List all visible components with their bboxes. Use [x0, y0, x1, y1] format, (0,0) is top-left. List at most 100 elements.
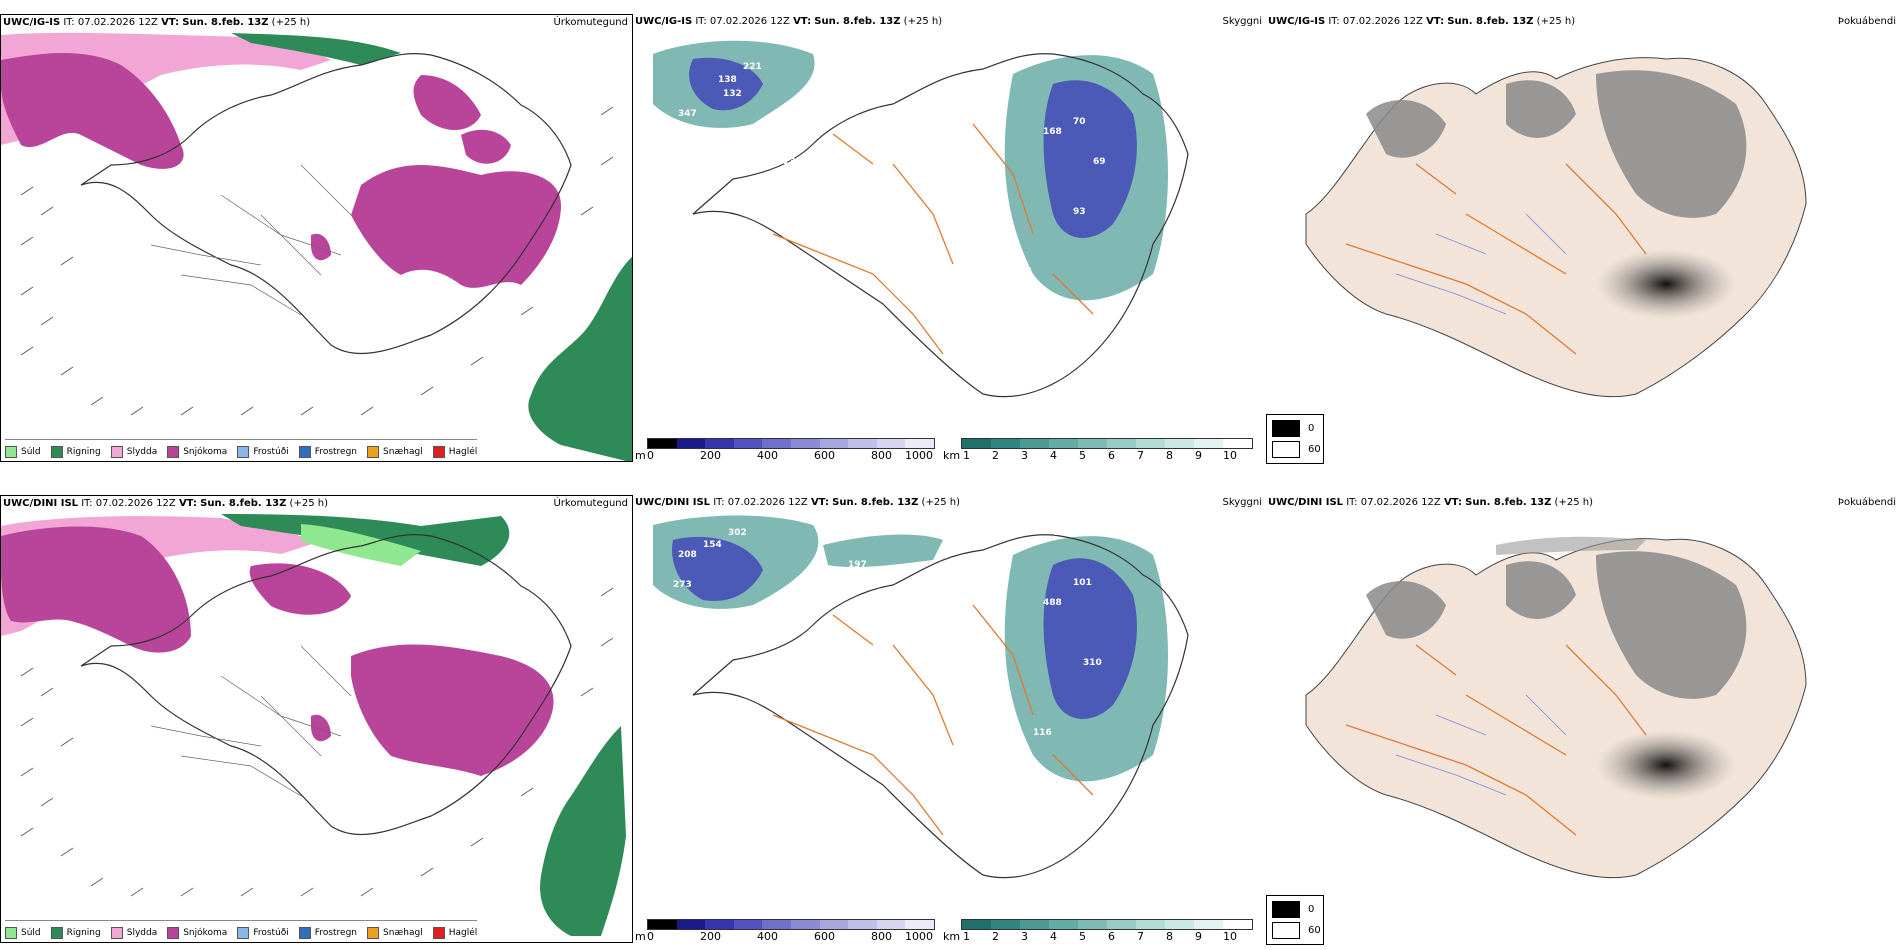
snow-depth-label: 890: [673, 125, 692, 135]
precip-type-panel-top: UWC/IG-IS IT: 07.02.2026 12Z VT: Sun. 8.…: [0, 14, 633, 462]
km-colorbar: km 1 2 3 4 5 6 7 8 9 10: [943, 438, 1253, 462]
fog-key-bottom: 0 60: [1266, 895, 1324, 945]
panel-title: UWC/DINI ISL IT: 07.02.2026 12Z VT: Sun.…: [1268, 497, 1593, 508]
snow-depth-label: 69: [1093, 157, 1106, 167]
legend-item: Slydda: [110, 927, 157, 939]
legend-item: Frostúði: [237, 446, 289, 458]
snow-depth-label: 132: [783, 157, 802, 167]
height-colorbar: m 0 200 400 600 800 1000: [635, 919, 935, 943]
snow-depth-label: 273: [673, 580, 692, 590]
cloud-base-panel-bottom: 302 154 208 273 989 197 70 88 101 488 31…: [633, 495, 1266, 943]
snow-depth-label: 116: [1033, 728, 1052, 738]
blue-area-east: [1043, 558, 1137, 719]
height-colorbar: m 0 200 400 600 800 1000: [635, 438, 935, 462]
legend-item: Súld: [5, 446, 41, 458]
legend-item: Snæhagl: [367, 446, 423, 458]
coastline: [80, 53, 572, 355]
rivers: [150, 645, 352, 797]
legend-item: Haglél: [432, 446, 477, 458]
snow-depth-label: 208: [678, 550, 697, 560]
legend-item: Slydda: [110, 446, 157, 458]
snow-depth-label: 88: [1053, 528, 1066, 538]
snow-depth-label: 138: [718, 75, 737, 85]
snow-depth-label: 488: [1043, 598, 1062, 608]
cloud-base-label: Skyggni: [1222, 16, 1262, 27]
legend-item: Rigning: [50, 446, 101, 458]
snow-depth-label: 168: [1043, 127, 1062, 137]
dense-fog-area: [1596, 730, 1736, 800]
rain-area-north: [231, 33, 401, 65]
snow-depth-label: 221: [743, 62, 762, 72]
legend-item: Snjókoma: [167, 446, 227, 458]
precip-type-label: Úrkomutegund: [553, 498, 628, 509]
rivers: [150, 164, 352, 316]
coastline: [692, 534, 1189, 879]
rain-area-southeast: [540, 726, 626, 936]
panel-title: UWC/IG-IS IT: 07.02.2026 12Z VT: Sun. 8.…: [635, 16, 943, 27]
panel-title: UWC/IG-IS IT: 07.02.2026 12Z VT: Sun. 8.…: [1268, 16, 1576, 27]
snow-depth-label: 310: [1083, 658, 1102, 668]
fog-key-top: 0 60: [1266, 414, 1324, 464]
legend-item: Rigning: [50, 927, 101, 939]
legend-item: Snæhagl: [367, 927, 423, 939]
fog-index-map: [1305, 57, 1807, 398]
km-colorbar: km 1 2 3 4 5 6 7 8 9 10: [943, 919, 1253, 943]
precip-type-label: Úrkomutegund: [553, 17, 628, 28]
legend-item: Súld: [5, 927, 41, 939]
snow-depth-label: 70: [1073, 117, 1086, 127]
grey-cloud-areas: [1366, 551, 1747, 699]
coastline: [80, 534, 572, 836]
snow-depth-label: 132: [723, 89, 742, 99]
blue-area-west: [689, 57, 763, 111]
snow-area-north: [413, 75, 481, 130]
roads: [772, 604, 1094, 836]
roads: [1345, 163, 1647, 355]
panel-title: UWC/DINI ISL IT: 07.02.2026 12Z VT: Sun.…: [3, 498, 328, 509]
snow-depth-label: 989: [668, 606, 687, 616]
rivers: [1395, 694, 1567, 796]
snow-depth-labels: 610 221 138 132 347 890 132 49 168 70 69…: [673, 29, 1106, 277]
snow-area-small: [311, 233, 331, 261]
roads: [1345, 644, 1647, 836]
snow-area-westfjords: [1, 53, 184, 169]
snow-depth-label: 128: [1013, 267, 1032, 277]
legend-item: Haglél: [432, 927, 477, 939]
wind-barbs: [20, 106, 614, 416]
panel-title: UWC/IG-IS IT: 07.02.2026 12Z VT: Sun. 8.…: [3, 17, 311, 28]
snow-depth-label: 93: [1073, 207, 1086, 217]
fog-index-map: [1305, 536, 1807, 879]
blue-area-west: [672, 536, 763, 601]
cloud-base-label: Skyggni: [1222, 497, 1262, 508]
snow-depth-label: 101: [1073, 578, 1092, 588]
fog-index-label: Þokuábendi: [1837, 16, 1896, 27]
precip-legend: Súld Rigning Slydda Snjókoma Frostúði Fr…: [5, 920, 478, 942]
wind-barbs: [20, 587, 614, 897]
roads: [772, 123, 1094, 355]
fog-index-panel-top: UWC/IG-IS IT: 07.02.2026 12Z VT: Sun. 8.…: [1266, 14, 1900, 462]
precip-type-map: [1, 514, 626, 936]
drizzle-area-north: [301, 524, 421, 566]
fog-index-panel-bottom: UWC/DINI ISL IT: 07.02.2026 12Z VT: Sun.…: [1266, 495, 1900, 943]
snow-area-east: [351, 165, 561, 288]
teal-area-north: [823, 534, 943, 568]
snow-depth-label: 70: [943, 548, 956, 558]
panel-title: UWC/DINI ISL IT: 07.02.2026 12Z VT: Sun.…: [635, 497, 960, 508]
snow-depth-label: 347: [678, 109, 697, 119]
precip-type-panel-bottom: UWC/DINI ISL IT: 07.02.2026 12Z VT: Sun.…: [0, 495, 633, 943]
dense-fog-area: [1596, 249, 1736, 319]
cloud-base-map: 302 154 208 273 989 197 70 88 101 488 31…: [653, 515, 1189, 879]
snow-depth-label: 302: [728, 528, 747, 538]
snow-depth-label: 197: [848, 560, 867, 570]
grey-streak: [1496, 536, 1646, 555]
legend-item: Frostregn: [298, 446, 357, 458]
legend-item: Frostregn: [298, 927, 357, 939]
fog-index-label: Þokuábendi: [1837, 497, 1896, 508]
legend-item: Snjókoma: [167, 927, 227, 939]
legend-item: Frostúði: [237, 927, 289, 939]
rain-area-southeast: [528, 257, 632, 461]
snow-area-ne: [461, 129, 511, 164]
snow-depth-labels: 302 154 208 273 989 197 70 88 101 488 31…: [668, 528, 1102, 738]
snow-area-small: [311, 714, 331, 742]
cloud-base-map: 610 221 138 132 347 890 132 49 168 70 69…: [653, 29, 1189, 398]
cloud-base-panel-top: 610 221 138 132 347 890 132 49 168 70 69…: [633, 14, 1266, 462]
